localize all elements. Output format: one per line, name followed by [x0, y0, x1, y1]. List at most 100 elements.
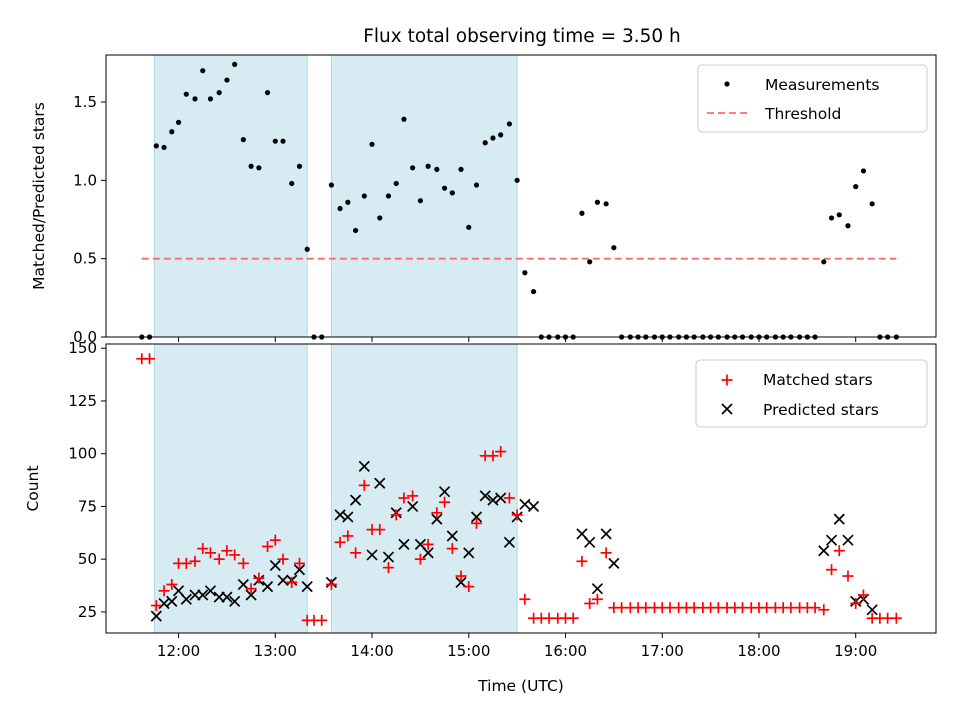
- measurement-point: [828, 215, 835, 221]
- matched-star-point: [150, 600, 162, 612]
- predicted-star-point: [221, 591, 233, 603]
- bottom-ytick-label: 100: [68, 445, 97, 463]
- matched-star-point: [166, 578, 178, 590]
- matched-star-point: [398, 492, 410, 504]
- matched-star-point: [584, 597, 596, 609]
- measurement-point: [232, 61, 238, 67]
- matched-star-point: [262, 541, 274, 553]
- predicted-star-point: [446, 530, 458, 542]
- measurement-point: [240, 137, 246, 143]
- xtick-label: 16:00: [544, 642, 587, 660]
- predicted-star-point: [342, 511, 354, 523]
- measurement-point: [272, 138, 278, 144]
- legend-label-threshold: Threshold: [764, 105, 841, 123]
- top-ytick-label: 1.0: [73, 171, 97, 189]
- matched-star-point: [286, 576, 298, 588]
- predicted-star-point: [833, 513, 845, 525]
- matched-star-point: [350, 547, 362, 559]
- top-ytick-label: 0.5: [73, 250, 97, 268]
- predicted-star-point: [269, 559, 281, 572]
- predicted-star-point: [470, 511, 483, 523]
- x-axis-label: Time (UTC): [477, 677, 564, 695]
- bottom-ytick-label: 75: [78, 497, 97, 515]
- legend-frame: [697, 64, 928, 133]
- measurement-point: [579, 210, 585, 216]
- xtick-label: 12:00: [157, 642, 200, 660]
- matched-star-point: [358, 479, 370, 491]
- matched-star-point: [253, 572, 265, 584]
- xtick-label: 18:00: [737, 642, 780, 660]
- matched-star-point: [144, 353, 156, 365]
- matched-star-point: [422, 538, 434, 550]
- matched-star-point: [325, 578, 337, 590]
- top-y-axis-label: Matched/Predicted stars: [30, 102, 48, 290]
- chart-title: Flux total observing time = 3.50 h: [363, 26, 681, 47]
- predicted-star-point: [245, 589, 257, 601]
- predicted-star-point: [818, 545, 830, 557]
- measurement-point: [169, 129, 175, 135]
- measurement-point: [377, 215, 383, 221]
- predicted-star-point: [455, 576, 467, 588]
- matched-star-point: [213, 553, 225, 565]
- predicted-star-point: [463, 547, 475, 559]
- bottom-axes-frame: [105, 343, 937, 634]
- matched-star-point: [495, 446, 507, 458]
- measurement-point: [224, 77, 230, 83]
- xtick-label: 13:00: [254, 642, 297, 660]
- measurement-point: [498, 132, 504, 138]
- measurement-point: [530, 288, 537, 295]
- predicted-star-point: [229, 595, 241, 607]
- bottom-ytick-label: 125: [68, 392, 97, 410]
- matched-star-point: [890, 612, 902, 624]
- matched-star-point: [293, 557, 305, 569]
- measurement-point: [860, 168, 867, 174]
- measurement-point: [216, 90, 222, 96]
- measurement-point: [522, 270, 528, 276]
- matched-star-point: [180, 557, 192, 569]
- measurement-point: [361, 193, 367, 199]
- matched-star-point: [414, 553, 426, 565]
- predicted-star-point: [422, 547, 434, 559]
- xtick-label: 19:00: [834, 642, 877, 660]
- top-shaded-interval-1: [153, 54, 308, 338]
- measurement-point: [587, 259, 593, 265]
- predicted-star-point: [825, 534, 838, 546]
- measurement-point: [328, 182, 334, 188]
- measurement-point: [473, 182, 480, 188]
- predicted-star-point: [438, 486, 451, 498]
- matched-star-point: [826, 564, 838, 576]
- predicted-star-point: [374, 477, 386, 489]
- matched-star-point: [431, 507, 443, 519]
- matched-star-point: [189, 555, 201, 567]
- predicted-star-point: [277, 574, 289, 586]
- measurement-point: [393, 180, 399, 187]
- matched-star-point: [277, 553, 289, 565]
- top-shaded-interval-2: [330, 54, 518, 338]
- top-ytick-label: 0.0: [73, 328, 97, 346]
- xtick-label: 14:00: [350, 642, 393, 660]
- measurement-point: [175, 119, 182, 125]
- top-legend: Measurements Threshold: [697, 64, 928, 133]
- measurement-point: [337, 205, 343, 212]
- predicted-star-point: [237, 578, 249, 591]
- measurement-point: [821, 259, 827, 265]
- matched-star-point: [229, 549, 241, 561]
- predicted-star-point: [150, 610, 162, 622]
- matched-star-point: [809, 602, 821, 614]
- predicted-star-point: [261, 580, 274, 593]
- legend-label-predicted: Predicted stars: [763, 401, 879, 419]
- measurement-point: [264, 90, 271, 96]
- measurement-point: [449, 190, 455, 196]
- predicted-star-point: [527, 500, 540, 513]
- measurement-point: [845, 223, 851, 229]
- bottom-ytick-label: 25: [78, 603, 97, 621]
- predicted-star-point: [495, 492, 507, 504]
- matched-star-point: [463, 581, 475, 593]
- predicted-star-point: [503, 536, 515, 548]
- matched-star-point: [850, 597, 862, 609]
- legend-label-matched: Matched stars: [763, 371, 873, 389]
- predicted-star-point: [180, 593, 192, 605]
- predicted-star-point: [519, 498, 531, 510]
- predicted-star-point: [591, 583, 604, 595]
